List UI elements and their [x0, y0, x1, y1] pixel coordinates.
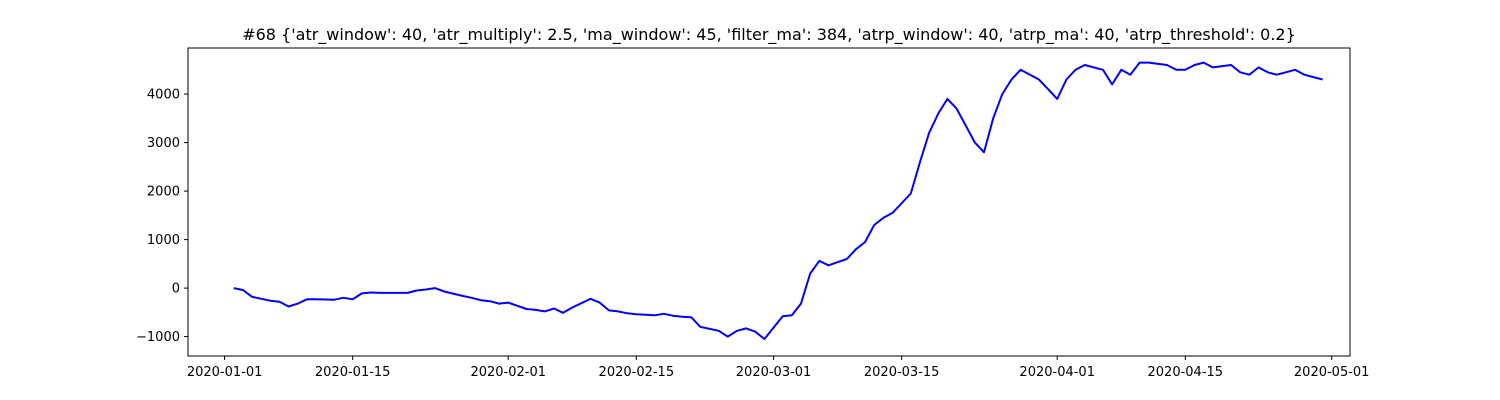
x-tick-label: 2020-02-01 [470, 365, 546, 380]
plot-area [187, 47, 1351, 357]
plot-frame [187, 47, 1351, 357]
series-line [233, 61, 1323, 340]
y-tick-label: 0 [172, 282, 180, 297]
x-tick-label: 2020-02-15 [599, 365, 675, 380]
x-tick-label: 2020-01-15 [315, 365, 391, 380]
x-tick-label: 2020-03-15 [864, 365, 940, 380]
y-tick-label: −1000 [136, 330, 180, 345]
x-tick-label: 2020-05-01 [1294, 365, 1370, 380]
x-tick-label: 2020-03-01 [736, 365, 812, 380]
y-tick-label: 3000 [147, 136, 180, 151]
y-tick-label: 2000 [147, 185, 180, 200]
x-tick-label: 2020-04-15 [1148, 365, 1224, 380]
y-tick-label: 4000 [147, 88, 180, 103]
x-tick-label: 2020-01-01 [187, 365, 263, 380]
x-axis: 2020-01-01 2020-01-15 2020-02-01 2020-02-15… [187, 356, 1370, 380]
y-tick-label: 1000 [147, 233, 180, 248]
x-tick-label: 2020-04-01 [1019, 365, 1095, 380]
y-axis: −1000 0 1000 2000 3000 4000 [136, 88, 188, 345]
chart-title: #68 {'atr_window': 40, 'atr_multiply': 2… [242, 25, 1296, 45]
